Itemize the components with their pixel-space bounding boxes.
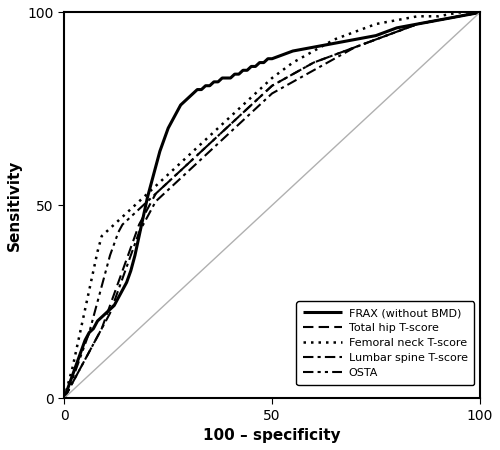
X-axis label: 100 – specificity: 100 – specificity [204, 428, 341, 443]
Y-axis label: Sensitivity: Sensitivity [7, 160, 22, 251]
Legend: FRAX (without BMD), Total hip T-score, Femoral neck T-score, Lumbar spine T-scor: FRAX (without BMD), Total hip T-score, F… [296, 302, 474, 385]
